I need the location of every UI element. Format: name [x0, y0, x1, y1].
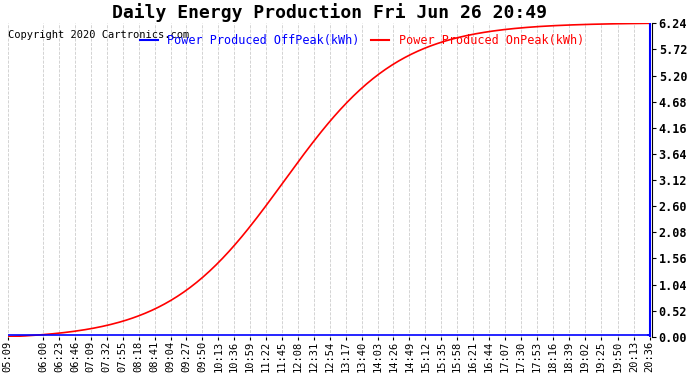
Title: Daily Energy Production Fri Jun 26 20:49: Daily Energy Production Fri Jun 26 20:49 [112, 3, 547, 22]
Text: Copyright 2020 Cartronics.com: Copyright 2020 Cartronics.com [8, 30, 190, 40]
Legend: Power Produced OffPeak(kWh), Power Produced OnPeak(kWh): Power Produced OffPeak(kWh), Power Produ… [135, 29, 589, 52]
